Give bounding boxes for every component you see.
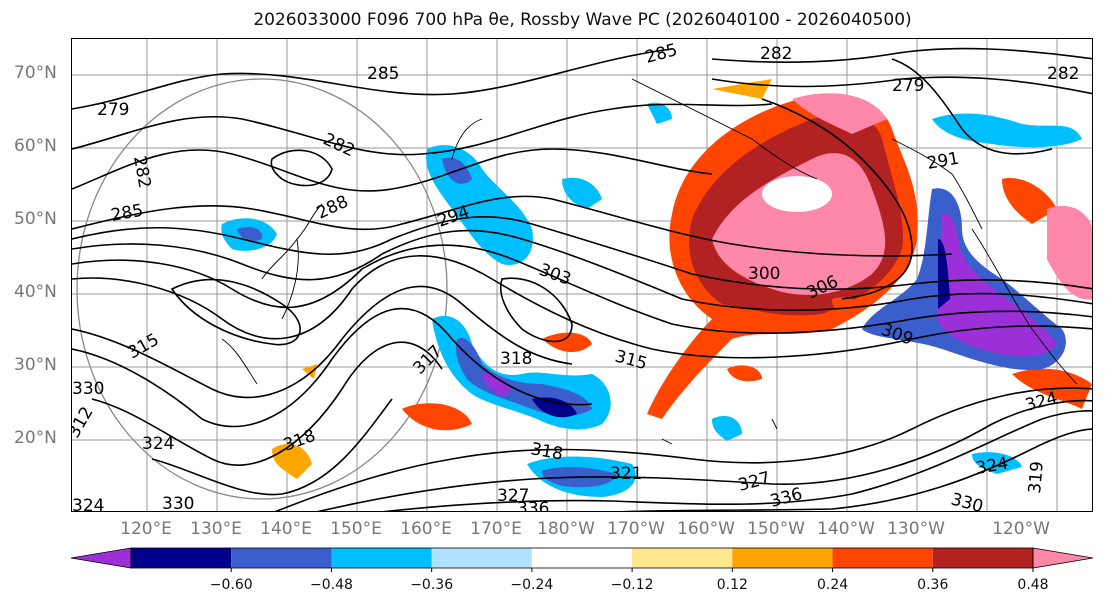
colorbar-cell	[531, 548, 633, 568]
colorbar-cell	[932, 548, 1033, 568]
lat-label-60n: 60°N	[14, 136, 57, 156]
colorbar-cell	[732, 548, 833, 568]
contour-label: 330	[72, 379, 104, 399]
colorbar-tick-label: 0.12	[716, 577, 748, 593]
colorbar-tick-label: 0.48	[1017, 577, 1049, 593]
positive-anomaly-patches	[272, 79, 1092, 479]
colorbar-tick-label: 0.24	[816, 577, 849, 593]
lon-label: 120°E	[120, 519, 172, 539]
contour-label: 330	[949, 490, 986, 512]
contour-label: 282	[1047, 64, 1079, 84]
contour-label: 285	[367, 64, 399, 84]
colorbar-tick-label: −0.12	[610, 577, 654, 593]
lat-label-20n: 20°N	[14, 428, 57, 448]
colorbar-tick-label: −0.36	[410, 577, 454, 593]
domain-circle	[76, 78, 448, 500]
lat-label-50n: 50°N	[14, 209, 57, 229]
lon-label: 150°E	[330, 519, 382, 539]
contour-label: 319	[1025, 460, 1048, 494]
contour-label: 282	[760, 44, 792, 64]
contour-label: 324	[72, 496, 104, 512]
map-canvas: 279 285 282 282 282 285 288 294 303 300 …	[72, 39, 1092, 512]
lon-label: 160°W	[677, 519, 735, 539]
contour-label: 321	[610, 464, 642, 484]
lon-label: 130°E	[190, 519, 242, 539]
colorbar-cell	[832, 548, 933, 568]
theta-e-contours	[72, 47, 1092, 511]
colorbar-cells	[70, 547, 1094, 572]
coastlines	[221, 78, 1078, 445]
lon-label: 130°W	[887, 519, 945, 539]
lon-label: 140°W	[817, 519, 875, 539]
lon-label: 150°W	[747, 519, 805, 539]
map-panel: 279 285 282 282 282 285 288 294 303 300 …	[71, 38, 1093, 512]
lon-label: 160°E	[400, 519, 452, 539]
contour-label: 324	[142, 434, 174, 454]
colorbar-cell	[331, 548, 432, 568]
colorbar-tick-label: −0.24	[510, 577, 554, 593]
colorbar-cell	[431, 548, 532, 568]
colorbar-cell	[231, 548, 332, 568]
colorbar-extend-high	[1032, 547, 1094, 569]
colorbar-extend-low	[70, 547, 132, 569]
contour-label: 279	[97, 100, 129, 120]
colorbar-outline	[130, 547, 1034, 569]
colorbar-cell	[131, 548, 232, 568]
lat-label-70n: 70°N	[14, 63, 57, 83]
colorbar-tick-label: −0.48	[309, 577, 353, 593]
lat-label-30n: 30°N	[14, 355, 57, 375]
contour-label: 279	[892, 76, 924, 96]
lon-label: 170°E	[470, 519, 522, 539]
colorbar-tick-label: 0.36	[917, 577, 949, 593]
contour-label: 336	[517, 499, 549, 512]
lat-label-40n: 40°N	[14, 282, 57, 302]
lon-label: 170°W	[607, 519, 665, 539]
colorbar-cell	[632, 548, 733, 568]
figure-title: 2026033000 F096 700 hPa θe, Rossby Wave …	[253, 10, 912, 30]
contour-label: 327	[497, 486, 529, 506]
contour-label: 318	[500, 349, 532, 369]
lon-label: 120°W	[992, 519, 1050, 539]
colorbar-tick-label: −0.60	[209, 577, 253, 593]
lon-label: 140°E	[260, 519, 312, 539]
contour-label: 300	[748, 264, 780, 284]
negative-anomaly-patches	[221, 102, 1082, 497]
lon-label: 180°W	[537, 519, 595, 539]
contour-label: 330	[162, 494, 194, 512]
